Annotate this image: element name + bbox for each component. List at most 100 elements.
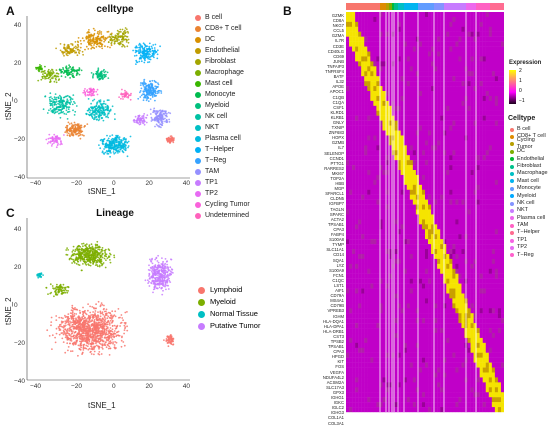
tsne-point bbox=[88, 347, 91, 350]
tsne-point bbox=[60, 293, 63, 295]
tsne-point bbox=[108, 337, 111, 340]
tsne-point bbox=[91, 247, 94, 249]
tsne-point bbox=[156, 276, 159, 279]
tsne-point bbox=[165, 288, 167, 291]
heatmap-cell bbox=[440, 21, 444, 28]
heatmap-cell bbox=[473, 41, 477, 47]
heatmap-cell bbox=[397, 16, 401, 23]
tsne-point bbox=[164, 262, 167, 265]
gene-label: HPGD bbox=[331, 354, 344, 360]
heatmap-cell bbox=[421, 12, 426, 18]
celltype-legend-item: TAM bbox=[195, 166, 250, 177]
heatmap-cell bbox=[470, 21, 474, 28]
heatmap-cell bbox=[437, 16, 441, 23]
tsne-point bbox=[161, 114, 163, 117]
tsne-point bbox=[153, 93, 156, 96]
tsne-point bbox=[51, 68, 53, 71]
heatmap-cell bbox=[358, 51, 362, 57]
tsne-point bbox=[111, 310, 114, 313]
tsne-point bbox=[85, 313, 88, 316]
tsne-point bbox=[111, 39, 113, 42]
heatmap-cell bbox=[418, 61, 423, 67]
tsne-point bbox=[49, 98, 51, 101]
tsne-point bbox=[117, 334, 120, 337]
tsne-point bbox=[103, 316, 106, 319]
tsne-point bbox=[55, 141, 58, 144]
tsne-point bbox=[149, 80, 151, 83]
tsne-point bbox=[88, 108, 90, 111]
gene-label: TYMP bbox=[332, 242, 344, 248]
heatmap-cell bbox=[500, 46, 504, 52]
heatmap-cell bbox=[406, 66, 411, 72]
tsne-point bbox=[81, 257, 84, 260]
heatmap-cell bbox=[388, 26, 392, 32]
heatmap-cell bbox=[434, 12, 438, 18]
heatmap-cell bbox=[361, 51, 365, 57]
celltype-legend-item: T−Reg bbox=[195, 155, 250, 166]
tsne-point bbox=[82, 53, 84, 56]
tsne-point bbox=[148, 52, 150, 55]
heatmap-cell bbox=[352, 12, 356, 18]
tsne-point bbox=[92, 317, 94, 320]
heatmap-cell bbox=[358, 46, 362, 52]
tsne-point bbox=[140, 54, 143, 57]
heatmap-cell bbox=[367, 36, 371, 42]
gene-label: APOC1 bbox=[329, 89, 344, 95]
tsne-point bbox=[121, 317, 124, 319]
tsne-point bbox=[98, 252, 100, 254]
tsne-point bbox=[51, 140, 54, 143]
panel-a-yticks: 40 20 0 −20 −40 bbox=[14, 22, 26, 181]
tsne-point bbox=[113, 113, 116, 115]
heatmap-cell bbox=[482, 16, 486, 23]
tsne-point bbox=[79, 258, 82, 260]
tsne-point bbox=[98, 78, 101, 81]
heatmap-cell bbox=[355, 61, 359, 67]
heatmap-cell bbox=[358, 21, 362, 28]
heatmap-cell bbox=[364, 56, 368, 62]
tsne-point bbox=[127, 41, 130, 44]
heatmap-cell bbox=[394, 21, 398, 28]
celltype-legend-item: DC bbox=[195, 34, 250, 45]
heatmap-cell bbox=[397, 56, 401, 62]
tsne-point bbox=[166, 119, 168, 122]
tsne-point bbox=[113, 324, 116, 327]
tsne-point bbox=[49, 283, 52, 286]
heatmap-cell bbox=[449, 36, 453, 42]
tsne-point bbox=[71, 75, 74, 77]
heatmap-cell bbox=[382, 31, 386, 37]
tsne-point bbox=[87, 343, 90, 345]
tsne-point bbox=[98, 259, 100, 262]
tsne-point bbox=[100, 45, 103, 48]
heatmap-cell bbox=[421, 31, 426, 37]
tsne-point bbox=[161, 293, 164, 296]
heatmap-cell bbox=[479, 12, 483, 18]
tsne-point bbox=[66, 126, 68, 129]
heatmap-cell bbox=[349, 21, 353, 28]
heatmap-cell bbox=[488, 31, 493, 37]
legend-swatch bbox=[195, 47, 201, 54]
tsne-point bbox=[114, 137, 116, 139]
heatmap-cell bbox=[352, 41, 356, 47]
tsne-point bbox=[104, 318, 107, 320]
heatmap-cell bbox=[458, 41, 462, 47]
tsne-point bbox=[108, 322, 111, 325]
heatmap-cell bbox=[358, 61, 362, 67]
heatmap-cell bbox=[367, 61, 371, 67]
heatmap-cell bbox=[440, 51, 444, 57]
tsne-point bbox=[57, 108, 60, 111]
tsne-point bbox=[123, 332, 125, 335]
tsne-point bbox=[122, 151, 125, 154]
heatmap-cell bbox=[428, 46, 432, 52]
tsne-point bbox=[67, 336, 69, 339]
heatmap-cell bbox=[491, 56, 496, 62]
tsne-point bbox=[95, 327, 98, 330]
tsne-point bbox=[83, 343, 86, 346]
tsne-point bbox=[154, 89, 156, 91]
tsne-point bbox=[146, 45, 149, 48]
heatmap-cell bbox=[385, 56, 389, 62]
tsne-point bbox=[87, 309, 89, 312]
tsne-point bbox=[164, 265, 166, 268]
tsne-point bbox=[60, 320, 63, 323]
gene-label: HLA-DQA1 bbox=[323, 318, 344, 324]
heatmap-cell bbox=[364, 16, 368, 23]
